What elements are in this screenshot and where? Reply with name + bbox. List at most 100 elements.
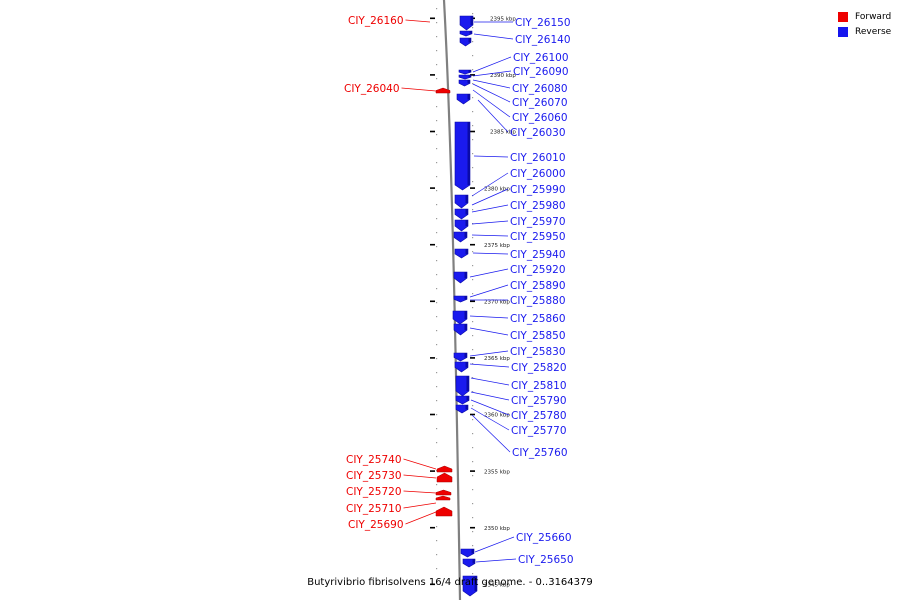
guide-dot: [436, 456, 438, 458]
reverse-leader-line: [473, 33, 514, 40]
reverse-leader-line: [472, 89, 511, 118]
guide-dot: [472, 251, 474, 253]
guide-dot: [472, 139, 474, 141]
guide-dot: [472, 265, 474, 267]
guide-dot: [436, 22, 438, 24]
reverse-gene-glyph-shade: [465, 362, 468, 368]
legend: Forward Reverse: [838, 9, 891, 39]
guide-dot: [436, 148, 438, 150]
forward-gene-label: CIY_26160: [348, 15, 404, 27]
guide-dot: [472, 531, 474, 533]
guide-dot: [436, 260, 438, 262]
right-tick: [470, 130, 475, 133]
guide-dot: [436, 568, 438, 570]
guide-dot: [472, 209, 474, 211]
guide-dot: [472, 503, 474, 505]
tick-label: 2350 kbp: [484, 526, 510, 532]
right-tick: [470, 413, 475, 416]
reverse-leader-line: [470, 391, 510, 401]
guide-dot: [436, 246, 438, 248]
reverse-leader-line: [472, 83, 511, 103]
reverse-leader-line: [474, 536, 515, 553]
tick-label: 2380 kbp: [484, 186, 510, 192]
reverse-leader-line: [469, 315, 509, 319]
reverse-gene-glyph-shade: [469, 31, 472, 34]
guide-dot: [472, 447, 474, 449]
guide-dot: [472, 41, 474, 43]
legend-reverse-label: Reverse: [855, 26, 892, 37]
tick-label: 2395 kbp: [490, 17, 516, 23]
guide-dot: [472, 97, 474, 99]
guide-dot: [436, 50, 438, 52]
guide-dot: [472, 573, 474, 575]
reverse-swatch: [838, 26, 848, 37]
reverse-gene-label: CIY_26000: [510, 168, 566, 180]
right-tick: [470, 357, 475, 359]
reverse-leader-line: [470, 407, 510, 431]
reverse-gene-label: CIY_25980: [510, 200, 566, 212]
forward-leader-line: [403, 458, 437, 470]
forward-leader-line: [405, 511, 437, 525]
guide-dot: [436, 106, 438, 108]
forward-gene-label: CIY_25710: [346, 503, 402, 515]
guide-dot: [436, 386, 438, 388]
guide-dot: [436, 470, 438, 472]
reverse-gene-glyph-shade: [464, 232, 467, 238]
reverse-leader-line: [469, 363, 510, 368]
forward-gene-label: CIY_25740: [346, 454, 402, 466]
reverse-gene-glyph-shade: [471, 549, 474, 554]
reverse-gene-glyph-shade: [466, 396, 469, 401]
guide-dot: [472, 237, 474, 239]
reverse-gene-label: CIY_26010: [510, 152, 566, 164]
guide-dot: [436, 526, 438, 528]
reverse-gene-glyph-shade: [464, 311, 467, 319]
reverse-gene-glyph-shade: [464, 353, 467, 358]
reverse-gene-glyph-shade: [468, 38, 471, 43]
guide-dot: [472, 293, 474, 295]
reverse-leader-line: [471, 234, 509, 237]
right-tick: [470, 243, 475, 246]
reverse-leader-line: [469, 327, 509, 336]
reverse-leader-line: [475, 558, 517, 563]
reverse-gene-label: CIY_25990: [510, 184, 566, 196]
reverse-gene-glyph-shade: [464, 324, 467, 331]
reverse-leader-line: [473, 155, 509, 158]
guide-dot: [472, 363, 474, 365]
reverse-leader-line: [469, 350, 509, 357]
guide-dot: [436, 8, 438, 10]
reverse-gene-glyph-shade: [467, 122, 470, 185]
genome-backbone: [442, 0, 462, 600]
guide-dot: [436, 204, 438, 206]
left-tick: [430, 470, 435, 472]
forward-gene-label: CIY_26040: [344, 83, 400, 95]
guide-dot: [436, 218, 438, 220]
reverse-gene-label: CIY_25790: [511, 395, 567, 407]
guide-dot: [472, 391, 474, 393]
left-tick: [430, 243, 435, 246]
guide-dot: [472, 489, 474, 491]
guide-dot: [436, 582, 438, 584]
reverse-leader-line: [472, 79, 511, 89]
guide-dot: [472, 55, 474, 57]
reverse-leader-line: [472, 56, 512, 73]
guide-dot: [436, 274, 438, 276]
reverse-gene-label: CIY_26090: [513, 66, 569, 78]
guide-dot: [436, 428, 438, 430]
guide-dot: [436, 484, 438, 486]
guide-dot: [472, 475, 474, 477]
reverse-leader-line: [471, 414, 511, 453]
reverse-leader-line: [472, 252, 509, 255]
guide-dot: [472, 433, 474, 435]
left-tick: [430, 300, 435, 303]
reverse-leader-line: [469, 284, 509, 298]
reverse-gene-label: CIY_25920: [510, 264, 566, 276]
legend-forward-label: Forward: [855, 11, 892, 22]
guide-dot: [436, 232, 438, 234]
guide-dot: [472, 111, 474, 113]
guide-dot: [472, 125, 474, 127]
guide-dot: [436, 358, 438, 360]
reverse-leader-line: [471, 220, 509, 225]
guide-dot: [472, 13, 474, 15]
forward-leader-line: [401, 87, 437, 92]
